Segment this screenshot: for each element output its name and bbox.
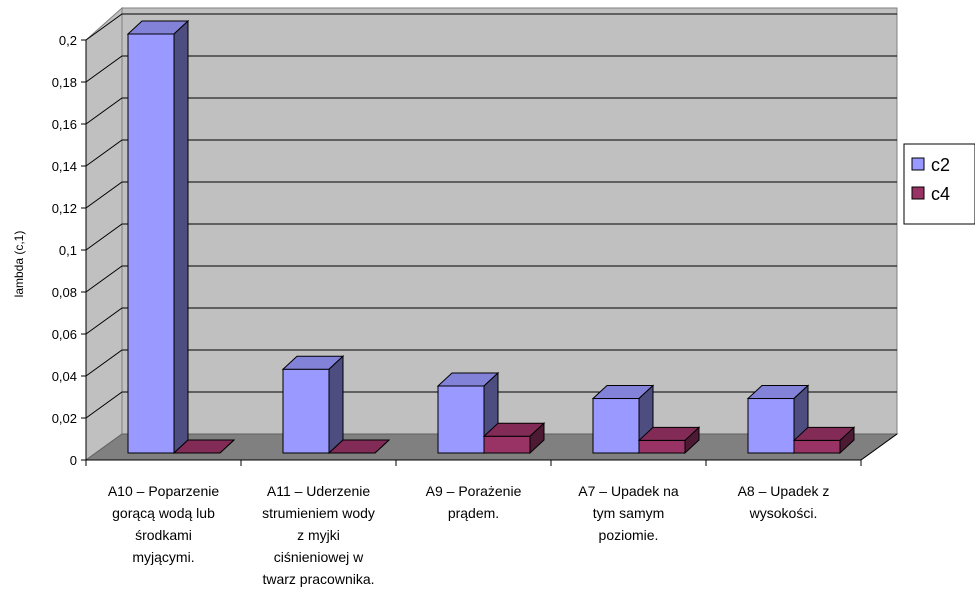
- y-tick-labels: 0 0,02 0,04 0,06 0,08 0,1 0,12 0,14 0,16 0,18 0,2: [52, 33, 77, 468]
- bar-c2-5: [746, 384, 810, 455]
- legend-label-c4: c4: [931, 184, 950, 204]
- bar-c2-1: [126, 19, 190, 455]
- back-wall: [121, 7, 898, 435]
- bar-front: [483, 435, 531, 454]
- x-category-label: prądem.: [448, 505, 499, 521]
- bar-front: [793, 439, 841, 454]
- x-category-label: gorącą wodą lub: [112, 505, 215, 521]
- bar-front: [282, 368, 330, 454]
- y-tick-label: 0,06: [52, 327, 77, 342]
- x-category-label: A8 – Upadek z: [738, 483, 830, 499]
- bar-c4-5: [792, 426, 856, 455]
- gridline: [85, 139, 897, 167]
- x-category-label: wysokości.: [749, 505, 818, 521]
- x-category-label: myjącymi.: [132, 549, 194, 565]
- bar-c2-3: [436, 371, 500, 455]
- bar-c4-4: [637, 426, 701, 455]
- bar-side: [374, 439, 390, 454]
- legend-swatch-c4: [911, 186, 925, 200]
- bar-c4-3: [482, 422, 546, 455]
- x-category-label: środkami: [135, 527, 192, 543]
- gridline: [85, 223, 897, 251]
- gridline: [85, 265, 897, 293]
- x-category-label: tym samym: [593, 505, 665, 521]
- gridline: [85, 55, 897, 83]
- gridline: [85, 97, 897, 125]
- gridline: [85, 13, 897, 41]
- bar-side: [839, 426, 855, 455]
- y-tick-label: 0,16: [52, 117, 77, 132]
- legend-swatch-c2: [911, 157, 925, 171]
- y-tick-label: 0,14: [52, 159, 77, 174]
- bar-front: [437, 385, 485, 454]
- bar-c4-1: [172, 439, 236, 454]
- bar-c2-2: [281, 355, 345, 455]
- bar-front: [592, 398, 640, 454]
- gridline: [85, 307, 897, 335]
- x-category-label: twarz pracownika.: [262, 571, 374, 587]
- y-tick-label: 0,04: [52, 369, 77, 384]
- bar-series: [126, 19, 856, 455]
- x-category-labels: A10 – Poparzenie gorącą wodą lub środkami m…: [108, 483, 830, 587]
- bar-front: [747, 398, 795, 454]
- bar-c4-2: [327, 439, 391, 454]
- bar-side: [219, 439, 235, 454]
- x-axis-depth-line: [860, 433, 898, 461]
- bar-front: [127, 33, 175, 454]
- side-wall: [85, 6, 123, 461]
- x-category-label: poziomie.: [599, 527, 659, 543]
- y-tick-label: 0: [70, 453, 77, 468]
- legend-box: [903, 143, 975, 225]
- bar-side: [684, 426, 700, 455]
- gridlines: [85, 13, 897, 419]
- y-axis-label: lambda (c,1): [12, 231, 26, 298]
- bar-side: [173, 19, 189, 455]
- bar-side: [529, 422, 545, 455]
- gridline: [85, 349, 897, 377]
- gridline: [85, 181, 897, 209]
- x-category-label: strumieniem wody: [262, 505, 375, 521]
- y-tick-label: 0,02: [52, 411, 77, 426]
- y-tick-label: 0,08: [52, 285, 77, 300]
- x-category-label: z myjki: [297, 527, 340, 543]
- x-category-label: A7 – Upadek na: [578, 483, 679, 499]
- x-category-label: A11 – Uderzenie: [267, 483, 370, 499]
- y-tick-label: 0,12: [52, 201, 77, 216]
- bar-front: [638, 439, 686, 454]
- legend-label-c2: c2: [931, 155, 950, 175]
- x-category-label: A10 – Poparzenie: [108, 483, 220, 499]
- y-tick-label: 0,1: [59, 243, 77, 258]
- y-tick-label: 0,2: [59, 33, 77, 48]
- y-tick-label: 0,18: [52, 75, 77, 90]
- x-category-label: A9 – Porażenie: [426, 483, 522, 499]
- axes: [81, 39, 898, 466]
- chart-walls: [84, 6, 899, 461]
- bar-side: [328, 355, 344, 455]
- x-category-label: ciśnieniowej w: [274, 549, 364, 565]
